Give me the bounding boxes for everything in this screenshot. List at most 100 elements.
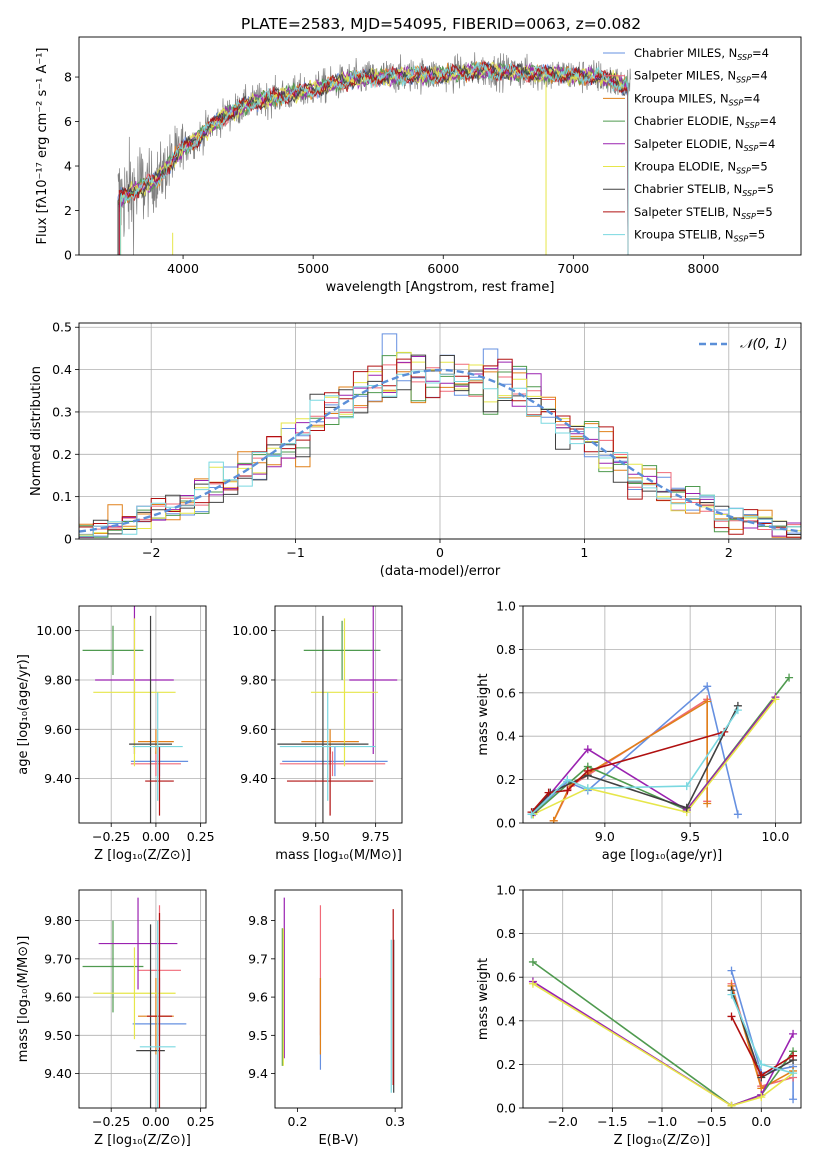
legend-label: Salpeter ELODIE, NSSP=4: [634, 137, 775, 153]
legend-label: Kroupa STELIB, NSSP=5: [634, 228, 765, 244]
y-axis-label: Flux [fλ10⁻¹⁷ erg cm⁻² s⁻¹ A⁻¹]: [35, 48, 50, 245]
weight-line: [552, 697, 709, 822]
weight-marker: [789, 1095, 798, 1104]
y-tick-label: 0.8: [496, 926, 516, 941]
weight-marker: [771, 695, 780, 704]
plot-area: [528, 957, 798, 1108]
x-tick-label: −1: [286, 545, 304, 560]
y-tick-label: 9.80: [240, 672, 268, 687]
panel-age-vs-z: −0.25 0.00 0.25 9.40 9.60 9.80 10.00 Z [log₁₀(Z…: [16, 605, 215, 863]
y-tick-label: 0.2: [496, 1057, 516, 1072]
model-spectrum-line: [118, 59, 629, 255]
weight-line: [532, 980, 794, 1107]
y-tick-label: 0.0: [496, 816, 516, 831]
model-spectrum-line: [118, 62, 629, 255]
legend-label: Salpeter STELIB, NSSP=5: [634, 205, 773, 221]
legend-label: Chabrier MILES, NSSP=4: [634, 46, 769, 62]
x-tick-label: 0.2: [288, 1114, 308, 1129]
x-tick-label: 9.75: [362, 829, 390, 844]
model-spectrum-line: [118, 62, 629, 255]
weight-marker: [789, 1069, 798, 1078]
y-tick-label: 8: [64, 70, 72, 85]
plot-area: [82, 606, 189, 823]
weight-marker: [563, 786, 572, 795]
weight-marker: [727, 990, 736, 999]
y-tick-label: 10.00: [36, 623, 72, 638]
x-tick-label: 0.25: [187, 1114, 215, 1129]
y-tick-label: 9.80: [44, 672, 72, 687]
legend-label: Kroupa MILES, NSSP=4: [634, 91, 760, 107]
y-tick-label: 0.8: [496, 642, 516, 657]
x-axis-label: Z [log₁₀(Z/Z⊙)]: [94, 848, 191, 863]
x-tick-label: 10.0: [761, 829, 789, 844]
axes-frame: [78, 36, 802, 256]
x-tick-label: 5000: [297, 261, 329, 276]
y-axis-label: Normed distribution: [29, 366, 44, 496]
y-tick-label: 9.50: [44, 1028, 72, 1043]
weight-marker: [703, 682, 712, 691]
plot-area: [277, 606, 398, 823]
weight-line: [532, 961, 794, 1107]
y-tick-label: 10.00: [232, 623, 268, 638]
panel-weight-vs-age: 9.0 9.5 10.0 0.0 0.2 0.4 0.6 0.8 1.0 age [log₁₀(a…: [476, 599, 802, 863]
y-tick-label: 0.6: [496, 685, 516, 700]
weight-marker: [733, 706, 742, 715]
legend-label: Kroupa ELODIE, NSSP=5: [634, 160, 768, 176]
axes-frame: [78, 322, 802, 540]
x-tick-label: 6000: [427, 261, 459, 276]
weight-marker: [682, 782, 691, 791]
weight-marker: [527, 810, 536, 819]
weight-marker: [528, 957, 537, 966]
model-spectrum-line: [120, 61, 629, 255]
y-tick-label: 9.5: [248, 1028, 268, 1043]
x-tick-label: −2.0: [548, 1114, 578, 1129]
plot-area: [527, 673, 794, 823]
model-spectrum-line: [120, 61, 629, 255]
axes-frame: [522, 889, 802, 1109]
y-tick-label: 0.6: [496, 970, 516, 985]
panel-mass-vs-z: −0.25 0.00 0.25 9.40 9.50 9.60 9.70 9.80 Z [log₁…: [16, 889, 215, 1148]
y-tick-label: 9.80: [44, 913, 72, 928]
panel-mass-vs-ebv: 0.2 0.3 9.4 9.5 9.6 9.7 9.8 E(B-V): [248, 889, 405, 1148]
y-tick-label: 0: [64, 532, 72, 547]
y-tick-label: 9.40: [44, 771, 72, 786]
weight-marker: [727, 966, 736, 975]
x-axis-label: Z [log₁₀(Z/Z⊙)]: [94, 1133, 191, 1148]
x-axis-label: wavelength [Angstrom, rest frame]: [326, 280, 555, 295]
y-tick-label: 0.2: [496, 772, 516, 787]
x-axis-label: Z [log₁₀(Z/Z⊙)]: [614, 1133, 711, 1148]
panel-weight-vs-z: −2.0 −1.5 −1.0 −0.5 0.0 0.0 0.2 0.4 0.6 0.8 1.0 Z […: [476, 883, 802, 1148]
weight-marker: [703, 799, 712, 808]
x-tick-label: −0.5: [696, 1114, 726, 1129]
model-spectrum-line: [120, 60, 629, 255]
y-tick-label: 9.60: [44, 722, 72, 737]
x-tick-label: 0.00: [142, 1114, 170, 1129]
x-axis-label: mass [log₁₀(M/M⊙)]: [275, 848, 402, 863]
weight-marker: [703, 697, 712, 706]
x-tick-label: 9.0: [595, 829, 615, 844]
weight-marker: [583, 745, 592, 754]
weight-marker: [528, 979, 537, 988]
x-tick-label: 9.5: [680, 829, 700, 844]
weight-marker: [785, 673, 794, 682]
y-tick-label: 9.70: [44, 951, 72, 966]
y-axis-label: mass weight: [476, 958, 491, 1040]
y-axis-label: mass [log₁₀(M/M⊙)]: [16, 936, 31, 1063]
weight-line: [532, 698, 777, 816]
y-tick-label: 0.4: [496, 1013, 516, 1028]
x-tick-label: −0.25: [92, 1114, 130, 1129]
y-tick-label: 0: [64, 248, 72, 263]
weight-marker: [789, 1051, 798, 1060]
weight-marker: [757, 1093, 766, 1102]
x-tick-label: 2: [725, 545, 733, 560]
y-tick-label: 0.1: [52, 489, 72, 504]
axes-frame: [274, 605, 403, 824]
plot-area: [281, 897, 395, 1093]
weight-marker: [563, 775, 572, 784]
y-tick-label: 1.0: [496, 599, 516, 614]
y-tick-label: 0.0: [496, 1101, 516, 1116]
weight-marker: [544, 788, 553, 797]
y-tick-label: 9.40: [240, 771, 268, 786]
legend-label: Salpeter MILES, NSSP=4: [634, 69, 768, 85]
weight-marker: [682, 803, 691, 812]
